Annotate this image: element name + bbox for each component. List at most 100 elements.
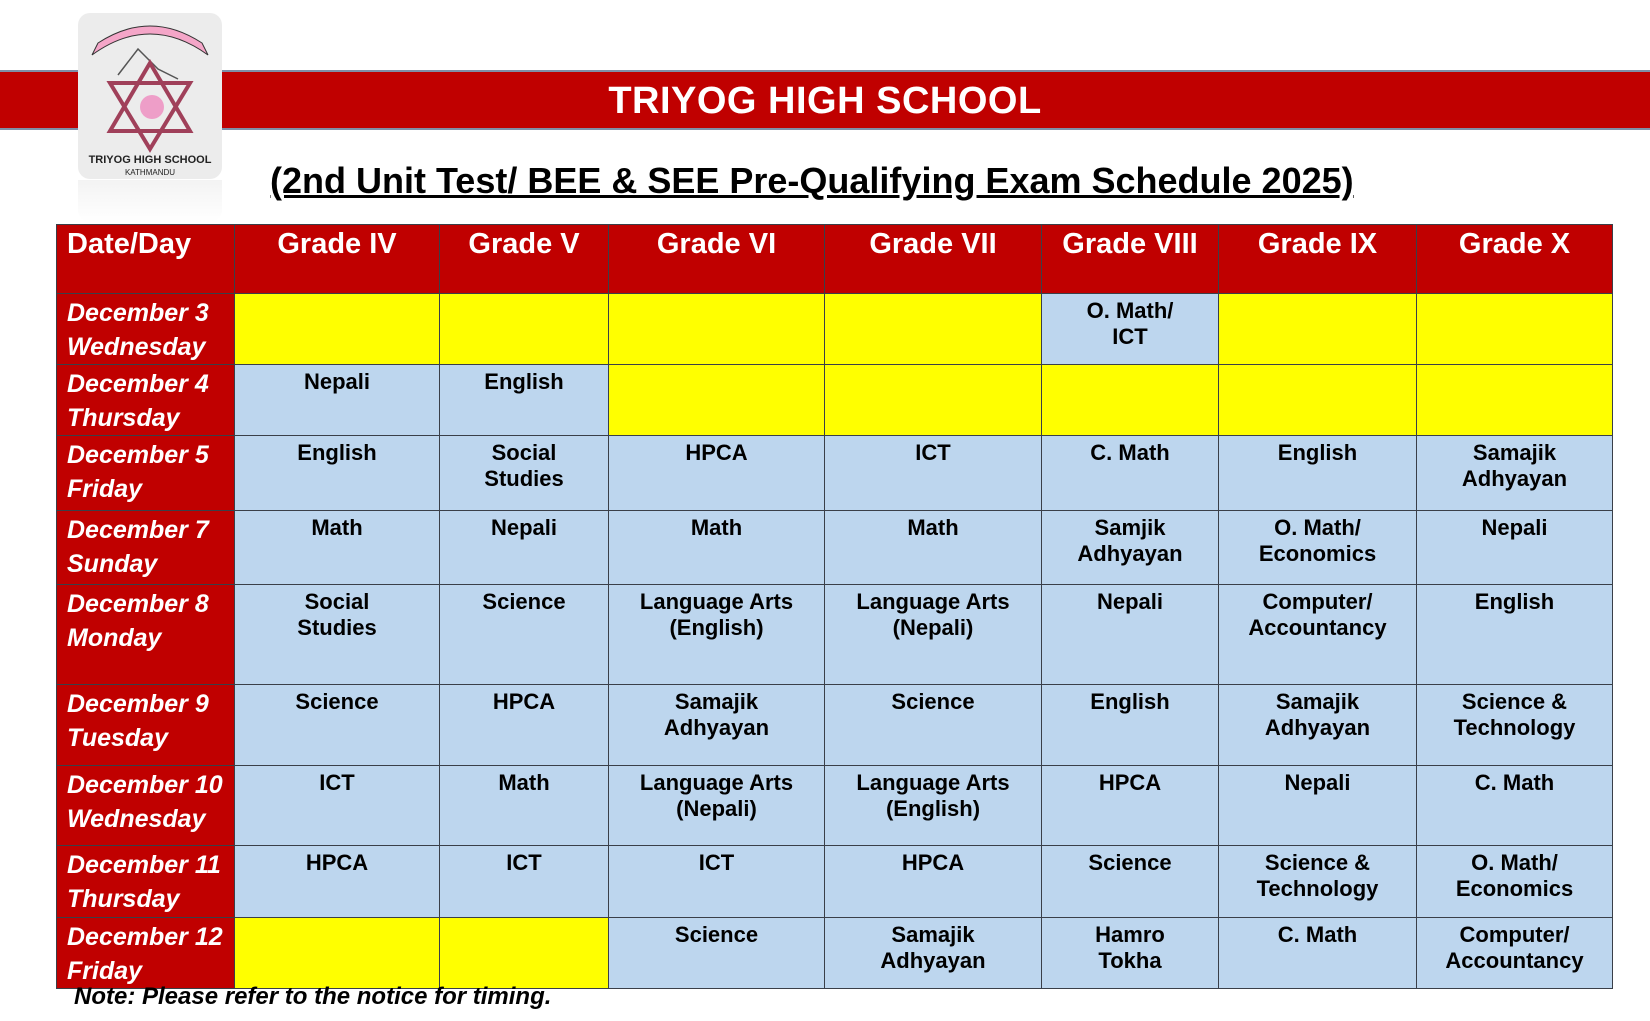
subject-cell: Samajik Adhyayan (1218, 684, 1417, 766)
subject-cell: Science & Technology (1218, 845, 1417, 918)
empty-cell (1416, 364, 1613, 436)
date-cell: December 8 Monday (56, 584, 235, 685)
subject-cell: Language Arts (Nepali) (608, 765, 825, 846)
empty-cell (234, 293, 440, 365)
date: December 7 (67, 516, 209, 544)
subject-cell: Science (608, 917, 825, 989)
weekday: Sunday (67, 550, 158, 578)
empty-cell (1218, 293, 1417, 365)
date: December 9 (67, 690, 209, 718)
weekday: Wednesday (67, 333, 206, 361)
column-header: Grade VIII (1041, 224, 1219, 294)
subject-cell: Computer/ Accountancy (1218, 584, 1417, 685)
subject-cell: English (234, 435, 440, 511)
column-header: Grade X (1416, 224, 1613, 294)
empty-cell (824, 364, 1042, 436)
column-header: Date/Day (56, 224, 235, 294)
school-logo: TRIYOG HIGH SCHOOL KATHMANDU (78, 13, 222, 179)
subject-cell: Science (234, 684, 440, 766)
subject-cell: Samjik Adhyayan (1041, 510, 1219, 585)
page-title: (2nd Unit Test/ BEE & SEE Pre-Qualifying… (270, 160, 1354, 201)
weekday: Tuesday (67, 724, 168, 752)
subject-cell: HPCA (234, 845, 440, 918)
subject-cell: O. Math/ Economics (1218, 510, 1417, 585)
date-cell: December 3 Wednesday (56, 293, 235, 365)
date-cell: December 10 Wednesday (56, 765, 235, 846)
subject-cell: HPCA (824, 845, 1042, 918)
column-header: Grade VI (608, 224, 825, 294)
date: December 5 (67, 441, 209, 469)
subject-cell: Nepali (1041, 584, 1219, 685)
subject-cell: O. Math/ ICT (1041, 293, 1219, 365)
date-cell: December 4 Thursday (56, 364, 235, 436)
subject-cell: O. Math/ Economics (1416, 845, 1613, 918)
subject-cell: Hamro Tokha (1041, 917, 1219, 989)
column-header: Grade V (439, 224, 609, 294)
subject-cell: Computer/ Accountancy (1416, 917, 1613, 989)
subject-cell: C. Math (1218, 917, 1417, 989)
date-cell: December 11 Thursday (56, 845, 235, 918)
header-band (0, 70, 1650, 130)
logo-reflection (78, 180, 222, 222)
subject-cell: ICT (824, 435, 1042, 511)
date-cell: December 5 Friday (56, 435, 235, 511)
subject-cell: Science (1041, 845, 1219, 918)
weekday: Friday (67, 957, 143, 985)
table-row: December 7 Sunday Math Nepali Math Math Samjik… (56, 510, 1613, 585)
table-row: December 12 Friday Science Samajik Adhyayan… (56, 917, 1613, 989)
school-name: TRIYOG HIGH SCHOOL (608, 80, 1042, 122)
timing-note: Note: Please refer to the notice for tim… (74, 983, 552, 1010)
header-row: Date/Day Grade IV Grade V Grade VI Grade VII… (56, 224, 1613, 294)
subject-cell: English (1416, 584, 1613, 685)
subject-cell: English (1218, 435, 1417, 511)
empty-cell (439, 917, 609, 989)
subject-cell: C. Math (1041, 435, 1219, 511)
table-row: December 10 Wednesday ICT Math Language Arts… (56, 765, 1613, 846)
subject-cell: ICT (439, 845, 609, 918)
subject-cell: Social Studies (439, 435, 609, 511)
subject-cell: Nepali (234, 364, 440, 436)
subject-cell: Samajik Adhyayan (824, 917, 1042, 989)
subject-cell: Science (824, 684, 1042, 766)
table-row: December 4 Thursday Nepali English (56, 364, 1613, 436)
weekday: Monday (67, 624, 162, 652)
table-row: December 9 Tuesday Science HPCA Samajik Adhy… (56, 684, 1613, 766)
table-row: December 5 Friday English Social Studies HPC… (56, 435, 1613, 511)
subject-cell: HPCA (1041, 765, 1219, 846)
date: December 10 (67, 771, 223, 799)
table-row: December 3 Wednesday O. Math/ ICT (56, 293, 1613, 365)
date: December 3 (67, 299, 209, 327)
subject-cell: Nepali (1416, 510, 1613, 585)
column-header: Grade IV (234, 224, 440, 294)
date-cell: December 7 Sunday (56, 510, 235, 585)
empty-cell (1041, 364, 1219, 436)
subject-cell: Language Arts (English) (608, 584, 825, 685)
empty-cell (1218, 364, 1417, 436)
date-cell: December 12 Friday (56, 917, 235, 989)
subject-cell: Math (439, 765, 609, 846)
subject-cell: C. Math (1416, 765, 1613, 846)
subject-cell: HPCA (439, 684, 609, 766)
table-row: December 8 Monday Social Studies Science Lan… (56, 584, 1613, 685)
subject-cell: ICT (608, 845, 825, 918)
weekday: Thursday (67, 885, 180, 913)
subject-cell: Science (439, 584, 609, 685)
subject-cell: Samajik Adhyayan (1416, 435, 1613, 511)
subject-cell: Language Arts (English) (824, 765, 1042, 846)
empty-cell (608, 293, 825, 365)
exam-schedule-table: Date/Day Grade IV Grade V Grade VI Grade VII… (56, 224, 1613, 989)
column-header: Grade VII (824, 224, 1042, 294)
subject-cell: Language Arts (Nepali) (824, 584, 1042, 685)
table-row: December 11 Thursday HPCA ICT ICT HPCA Science… (56, 845, 1613, 918)
empty-cell (608, 364, 825, 436)
subject-cell: Math (824, 510, 1042, 585)
date: December 8 (67, 590, 209, 618)
weekday: Friday (67, 475, 143, 503)
subject-cell: ICT (234, 765, 440, 846)
subject-cell: Nepali (439, 510, 609, 585)
subject-cell: Nepali (1218, 765, 1417, 846)
empty-cell (234, 917, 440, 989)
subject-cell: Math (608, 510, 825, 585)
empty-cell (824, 293, 1042, 365)
subject-cell: English (1041, 684, 1219, 766)
